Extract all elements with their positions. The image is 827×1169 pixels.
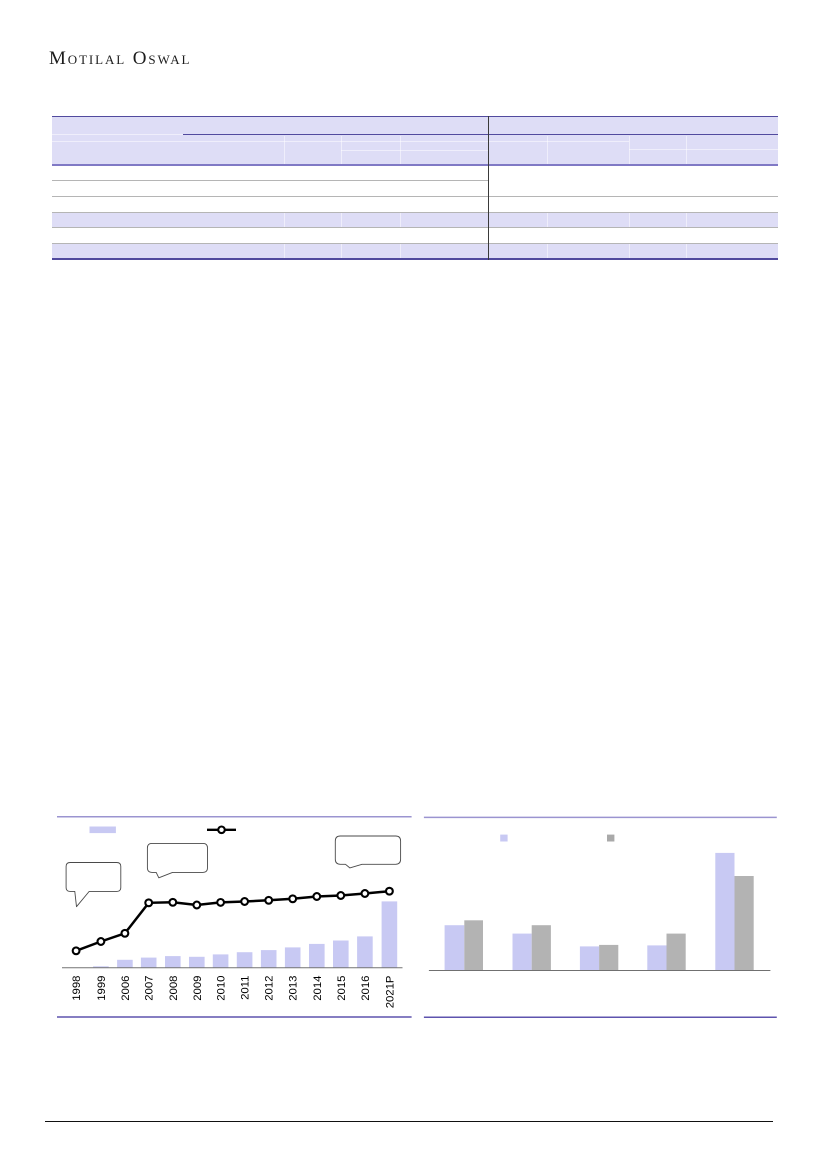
svg-text:1998: 1998 [71, 976, 83, 1001]
svg-text:2011: 2011 [240, 976, 252, 1000]
svg-text:2010: 2010 [216, 976, 228, 1001]
svg-text:2009: 2009 [192, 976, 204, 1001]
svg-text:2007: 2007 [144, 976, 156, 1001]
svg-text:2008: 2008 [168, 976, 180, 1001]
svg-text:2016: 2016 [360, 976, 372, 1001]
svg-text:2015: 2015 [336, 976, 348, 1001]
svg-text:2006: 2006 [120, 976, 132, 1001]
svg-text:1999: 1999 [96, 976, 108, 1001]
svg-text:2013: 2013 [288, 976, 300, 1001]
svg-text:2012: 2012 [264, 976, 276, 1001]
svg-text:2021P: 2021P [384, 976, 396, 1009]
svg-text:2014: 2014 [312, 976, 324, 1001]
